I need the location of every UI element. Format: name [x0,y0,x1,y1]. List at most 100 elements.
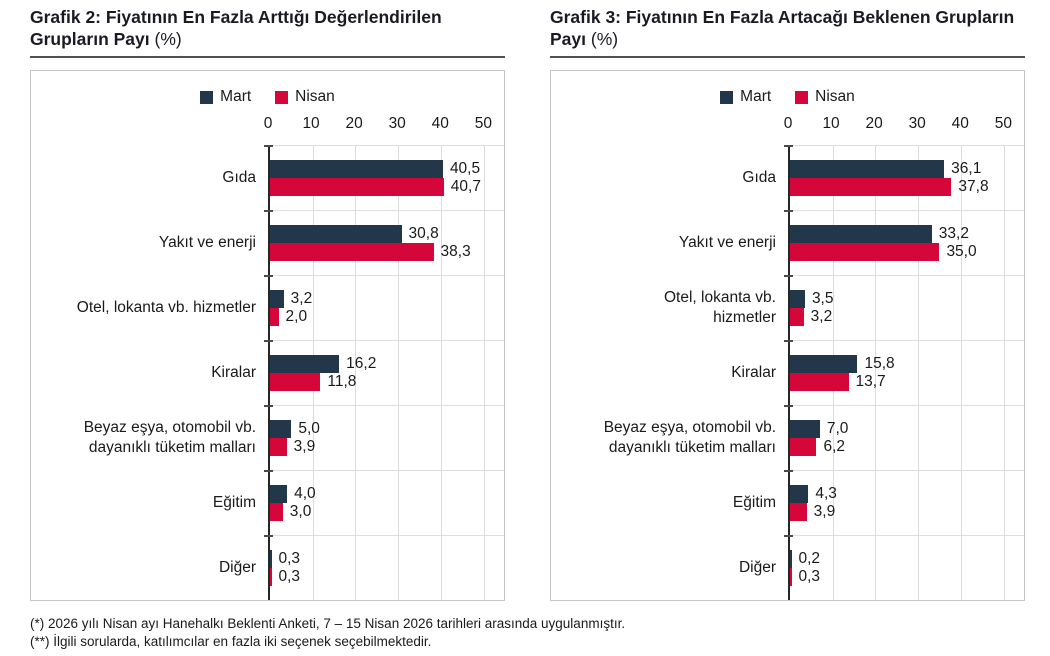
bar-line: 40,5 [270,160,504,178]
legend-label: Mart [740,88,772,105]
chart-legend: Mart Nisan [551,83,1024,111]
value-label: 0,3 [278,550,301,568]
x-tick-label: 0 [263,115,273,132]
x-tick-label: 40 [951,115,969,132]
value-label: 4,0 [294,485,316,503]
gridline [355,145,357,600]
value-label: 0,3 [278,568,301,586]
x-axis: 0 10 20 30 40 50 [31,111,504,145]
category-label: Diğer [738,558,776,576]
x-axis-ticks: 0 10 20 30 40 50 [264,111,504,145]
value-label: 37,8 [958,178,989,196]
bar-row: 0,2 0,3 [784,535,1024,600]
bar-row: 5,0 3,9 [264,405,504,470]
value-label: 40,7 [450,178,481,196]
bar-line: 13,7 [790,373,1024,391]
bar-mart [270,355,340,373]
category-label: Gıda [222,168,256,186]
value-label: 6,2 [823,438,846,456]
chart-body: Gıda Yakıt ve enerji Otel, lokanta vb. hiz… [551,145,1024,600]
bar-line: 15,8 [790,355,1024,373]
value-label: 30,8 [408,225,439,243]
legend-item-mart: Mart [720,88,771,106]
chart-legend: Mart Nisan [31,83,504,111]
gridline [1003,145,1005,600]
bar-nisan [790,373,849,391]
bar-line: 40,7 [270,178,504,196]
bar-line: 0,3 [790,568,1024,586]
category-label: Beyaz eşya, otomobil vb. dayanıklı tüket… [83,419,256,456]
bar-row: 40,5 40,7 [264,145,504,210]
category-label: Eğitim [732,493,776,511]
bar-nisan [790,568,792,586]
bar-nisan [790,178,952,196]
chart-body: Gıda Yakıt ve enerji Otel, lokanta vb. hiz… [31,145,504,600]
bar-mart [270,290,284,308]
category-label: Diğer [218,558,256,576]
x-tick-label: 0 [783,115,793,132]
bar-mart [270,420,292,438]
value-label: 2,0 [285,308,308,326]
bar-mart [270,485,288,503]
axis-gutter [551,111,788,145]
value-label: 4,3 [815,485,837,503]
bar-mart [270,550,272,568]
bar-line: 3,2 [790,308,1024,326]
legend-swatch-icon [795,90,809,104]
value-label: 11,8 [327,373,357,391]
x-tick-label: 40 [431,115,449,132]
value-label: 0,2 [798,550,821,568]
value-label: 16,2 [346,355,377,373]
bar-nisan [270,373,321,391]
chart-panel: Mart Nisan 0 10 20 30 40 50 Gıda Yakıt ve enerj… [550,70,1025,601]
bar-nisan [790,503,807,521]
bar-line: 0,3 [270,568,504,586]
chart-title-text: Grafik 2: Fiyatının En Fazla Arttığı Değ… [30,7,442,50]
bar-nisan [270,438,287,456]
bar-mart [790,225,932,243]
bar-row: 15,8 13,7 [784,340,1024,405]
value-label: 0,3 [798,568,821,586]
chart-panel: Mart Nisan 0 10 20 30 40 50 Gıda Yakıt ve enerj… [30,70,505,601]
footnotes: (*) 2026 yılı Nisan ayı Hanehalkı Beklen… [30,615,1020,651]
footnote-1: (*) 2026 yılı Nisan ayı Hanehalkı Beklen… [30,616,626,631]
value-label: 3,5 [811,290,834,308]
bar-row: 3,2 2,0 [264,275,504,340]
bar-nisan [270,243,434,261]
value-label: 3,0 [289,503,312,521]
bar-line: 16,2 [270,355,504,373]
legend-label: Nisan [295,88,335,105]
bar-nisan [790,308,804,326]
bar-line: 3,2 [270,290,504,308]
bar-mart [790,420,820,438]
chart-title: Grafik 2: Fiyatının En Fazla Arttığı Değ… [30,6,505,51]
category-labels: Gıda Yakıt ve enerji Otel, lokanta vb. hiz… [31,145,268,600]
bar-row: 7,0 6,2 [784,405,1024,470]
category-label: Eğitim [212,493,256,511]
gridline [960,145,962,600]
gridline [440,145,442,600]
x-tick-label: 50 [994,115,1012,132]
legend-label: Mart [220,88,252,105]
bar-line: 11,8 [270,373,504,391]
category-label: Otel, lokanta vb. hizmetler [76,298,256,316]
value-label: 3,9 [293,438,316,456]
bar-nisan [790,243,940,261]
bar-mart [790,290,805,308]
title-underline [30,56,505,58]
charts-row: Grafik 2: Fiyatının En Fazla Arttığı Değ… [30,6,1025,601]
bar-row: 4,0 3,0 [264,470,504,535]
x-tick-label: 30 [388,115,406,132]
category-label: Yakıt ve enerji [678,233,776,251]
legend-item-nisan: Nisan [275,88,335,106]
bar-nisan [270,568,272,586]
bar-line: 3,0 [270,503,504,521]
bar-mart [270,225,402,243]
title-underline [550,56,1025,58]
bar-row: 33,2 35,0 [784,210,1024,275]
category-label: Yakıt ve enerji [158,233,256,251]
chart-title-unit: (%) [154,29,182,50]
bar-line: 36,1 [790,160,1024,178]
bar-line: 2,0 [270,308,504,326]
